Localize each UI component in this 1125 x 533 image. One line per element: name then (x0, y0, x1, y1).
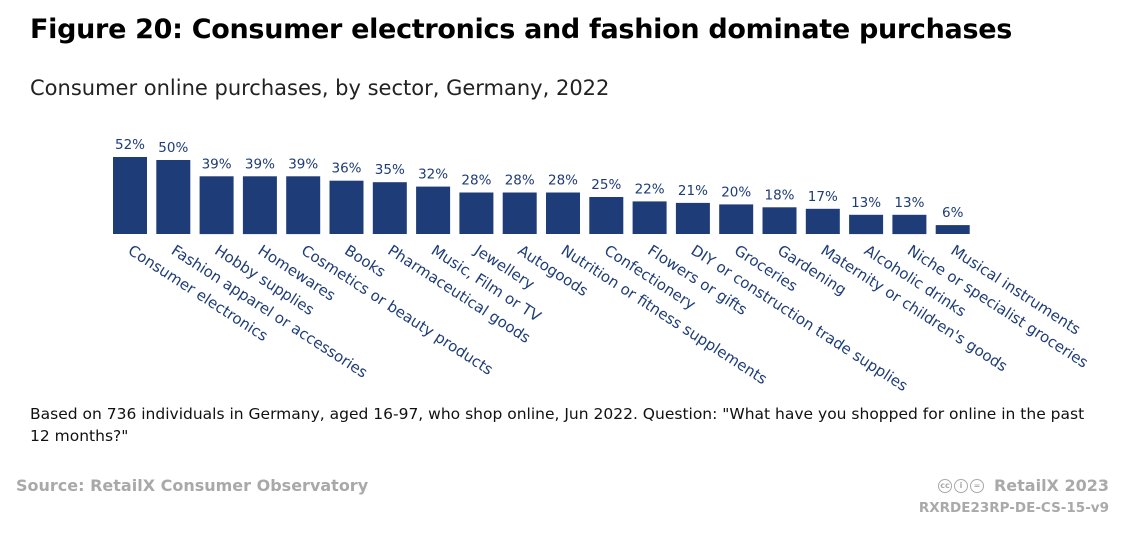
value-label-10: 28% (548, 173, 578, 189)
value-label-1: 50% (158, 140, 188, 156)
chart-note: Based on 736 individuals in Germany, age… (30, 405, 1085, 445)
bar-17 (849, 214, 884, 235)
bar-13 (675, 202, 710, 234)
value-label-9: 28% (505, 173, 535, 189)
value-label-16: 17% (808, 189, 838, 205)
chart-subtitle: Consumer online purchases, by sector, Ge… (30, 76, 610, 100)
value-label-5: 36% (331, 161, 361, 177)
value-label-8: 28% (461, 173, 491, 189)
value-label-3: 39% (245, 156, 275, 172)
bar-14 (719, 204, 754, 234)
source-label: Source: RetailX Consumer Observatory (16, 476, 369, 495)
value-label-18: 13% (894, 195, 924, 211)
value-label-15: 18% (764, 187, 794, 203)
bar-5 (329, 180, 364, 234)
value-label-17: 13% (851, 195, 881, 211)
value-label-4: 39% (288, 156, 318, 172)
brand-label: RetailX 2023 (993, 476, 1109, 495)
value-label-12: 22% (635, 181, 665, 197)
value-label-13: 21% (678, 183, 708, 199)
bar-2 (199, 176, 234, 235)
bar-9 (502, 192, 537, 234)
bar-11 (589, 197, 624, 234)
bar-10 (546, 192, 580, 234)
bar-18 (892, 214, 927, 235)
bar-16 (805, 208, 840, 234)
report-code: RXRDE23RP-DE-CS-15-v9 (918, 500, 1109, 516)
bar-19 (935, 225, 970, 234)
bar-0 (113, 157, 147, 234)
value-label-14: 20% (721, 184, 751, 200)
bar-4 (286, 176, 321, 235)
bar-3 (242, 176, 277, 235)
value-label-7: 32% (418, 167, 448, 183)
bar-1 (156, 160, 191, 234)
value-label-2: 39% (202, 156, 232, 172)
value-label-11: 25% (591, 177, 621, 193)
bar-15 (762, 207, 797, 234)
value-label-0: 52% (115, 137, 145, 153)
value-label-19: 6% (942, 205, 964, 221)
bar-8 (459, 192, 494, 234)
value-label-6: 35% (375, 162, 405, 178)
chart-title: Figure 20: Consumer electronics and fash… (30, 14, 1013, 45)
brand: cc i = RetailX 2023 (937, 476, 1109, 495)
bar-12 (632, 201, 667, 234)
creative-commons-icon: cc i = (937, 478, 984, 493)
bar-6 (372, 182, 407, 234)
bar-7 (416, 186, 451, 234)
